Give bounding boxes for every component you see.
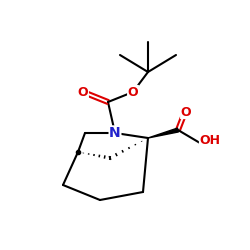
Text: OH: OH <box>200 134 220 147</box>
Text: O: O <box>128 86 138 98</box>
Text: N: N <box>109 126 121 140</box>
Text: O: O <box>181 106 191 118</box>
Text: O: O <box>78 86 88 98</box>
Polygon shape <box>148 128 178 138</box>
